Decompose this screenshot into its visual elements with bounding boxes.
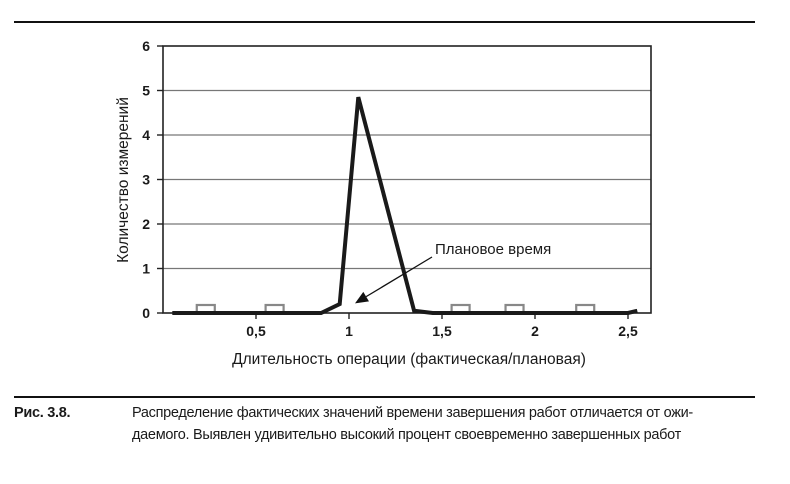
- caption-text: Распределение фактических значений време…: [132, 402, 772, 446]
- annotation-label: Плановое время: [435, 241, 551, 258]
- caption-rule: [14, 396, 755, 398]
- y-axis: 0 1 2 3 4 5 6: [142, 38, 163, 321]
- x-tick-label: 2,5: [618, 323, 638, 339]
- y-tick-label: 2: [142, 216, 150, 232]
- caption-line-2: даемого. Выявлен удивительно высокий про…: [132, 427, 681, 443]
- y-tick-label: 4: [142, 127, 150, 143]
- chart: 0 1 2 3 4 5 6 0,5 1 1,5 2 2,5 Плановое время Длите…: [115, 38, 652, 368]
- figure-label: Рис. 3.8.: [14, 405, 71, 421]
- x-tick-label: 1: [345, 323, 353, 339]
- y-tick-label: 1: [142, 261, 150, 277]
- caption-line-1: Распределение фактических значений време…: [132, 405, 693, 421]
- y-axis-label: Количество измерений: [115, 97, 132, 263]
- annotation-arrow: [365, 256, 433, 298]
- y-tick-label: 0: [142, 305, 150, 321]
- x-tick-label: 1,5: [432, 323, 452, 339]
- gridlines: [163, 89, 651, 270]
- top-rule: [14, 21, 755, 23]
- x-axis: 0,5 1 1,5 2 2,5: [246, 313, 638, 339]
- x-tick-label: 0,5: [246, 323, 266, 339]
- distribution-line: [172, 96, 638, 315]
- x-tick-label: 2: [531, 323, 539, 339]
- arrowhead-icon: [355, 291, 369, 304]
- x-axis-label: Длительность операции (фактическая/плано…: [232, 351, 586, 368]
- planned-time-annotation: Плановое время: [355, 241, 551, 304]
- y-tick-label: 3: [142, 172, 150, 188]
- y-tick-label: 5: [142, 83, 150, 99]
- y-tick-label: 6: [142, 38, 150, 54]
